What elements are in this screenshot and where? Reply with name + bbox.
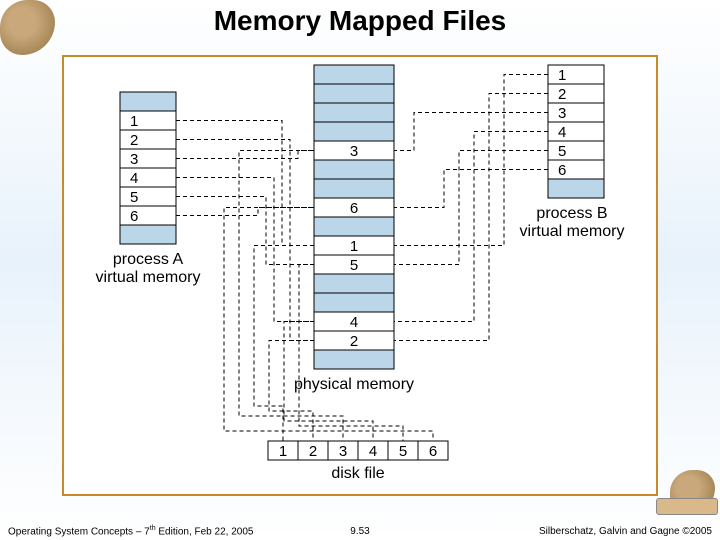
dinosaur-right-decoration <box>670 470 715 515</box>
svg-text:4: 4 <box>558 124 566 141</box>
svg-text:virtual memory: virtual memory <box>96 269 201 286</box>
svg-text:6: 6 <box>429 443 437 460</box>
svg-text:1: 1 <box>130 113 138 130</box>
svg-text:6: 6 <box>350 200 358 217</box>
svg-text:3: 3 <box>130 151 138 168</box>
svg-text:virtual memory: virtual memory <box>520 223 625 240</box>
memory-mapped-diagram: 123456process Avirtual memory123456proce… <box>64 57 656 494</box>
svg-text:4: 4 <box>369 443 377 460</box>
footer-left-a: Operating System Concepts – 7 <box>8 526 150 537</box>
svg-text:2: 2 <box>309 443 317 460</box>
svg-text:3: 3 <box>339 443 347 460</box>
svg-text:2: 2 <box>558 86 566 103</box>
svg-text:process B: process B <box>536 205 607 222</box>
svg-text:3: 3 <box>350 143 358 160</box>
svg-text:1: 1 <box>558 67 566 84</box>
diagram-frame: 123456process Avirtual memory123456proce… <box>62 55 658 496</box>
svg-text:disk file: disk file <box>331 465 384 482</box>
footer-left: Operating System Concepts – 7th Edition,… <box>8 525 253 537</box>
svg-text:6: 6 <box>130 208 138 225</box>
svg-text:1: 1 <box>279 443 287 460</box>
svg-text:3: 3 <box>558 105 566 122</box>
footer-left-b: Edition, Feb 22, 2005 <box>156 526 254 537</box>
page-title: Memory Mapped Files <box>0 5 720 37</box>
svg-text:physical memory: physical memory <box>294 376 414 393</box>
svg-text:5: 5 <box>130 189 138 206</box>
footer-mid: 9.53 <box>350 526 369 537</box>
svg-text:2: 2 <box>350 333 358 350</box>
svg-text:5: 5 <box>350 257 358 274</box>
svg-text:5: 5 <box>558 143 566 160</box>
svg-text:4: 4 <box>350 314 358 331</box>
svg-text:5: 5 <box>399 443 407 460</box>
footer-right: Silberschatz, Galvin and Gagne ©2005 <box>539 526 712 537</box>
svg-text:4: 4 <box>130 170 138 187</box>
svg-text:6: 6 <box>558 162 566 179</box>
svg-text:process A: process A <box>113 251 184 268</box>
svg-text:2: 2 <box>130 132 138 149</box>
svg-text:1: 1 <box>350 238 358 255</box>
